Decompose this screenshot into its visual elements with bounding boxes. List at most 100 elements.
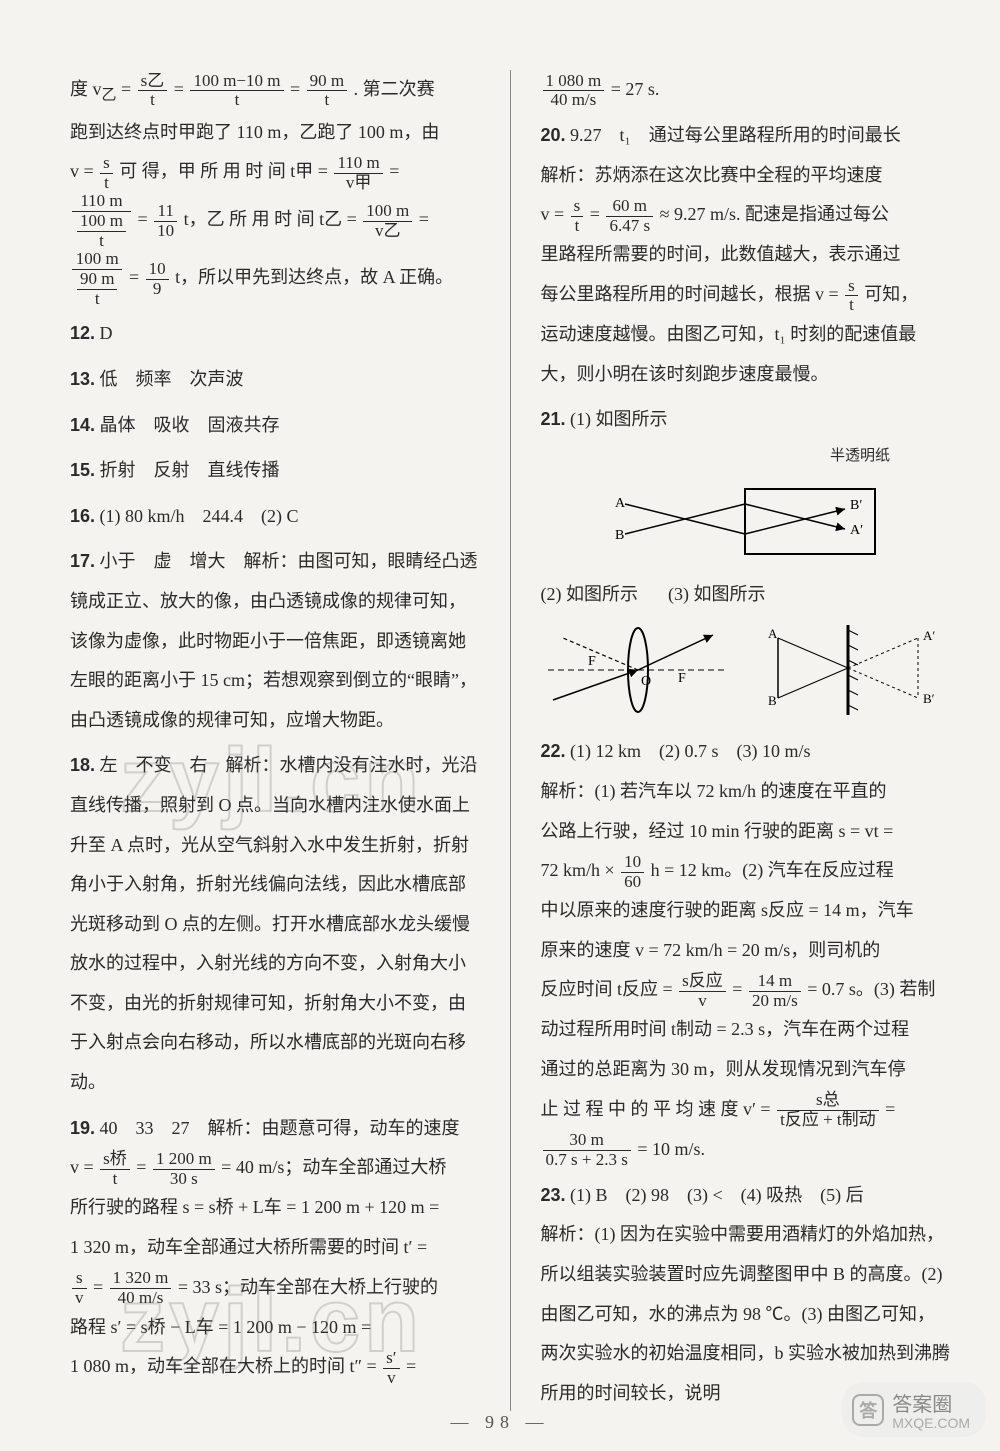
- answer: 折射 反射 直线传播: [100, 460, 280, 480]
- text: =: [174, 79, 184, 99]
- answer: D: [100, 323, 113, 343]
- num: 16.: [70, 506, 95, 526]
- text: t，所以甲先到达终点，故 A 正确。: [175, 267, 453, 287]
- figure-21-3: A B A′ B′: [748, 620, 948, 720]
- svg-text:A: A: [615, 496, 626, 511]
- badge-brand: 答案圈: [892, 1388, 970, 1417]
- text: =: [93, 1277, 103, 1297]
- q15: 15. 折射 反射 直线传播: [70, 451, 480, 491]
- num: 20.: [541, 125, 566, 145]
- text: v =: [70, 161, 94, 181]
- text: 解析：(1) 因为在实验中需要用酒精灯的外焰加热，所以组装实验装置时应先调整图甲…: [541, 1224, 951, 1402]
- text: 解析：(1) 若汽车以 72 km/h 的速度在平直的: [541, 781, 887, 801]
- text: =: [136, 1157, 146, 1177]
- text: (1) 如图所示: [570, 409, 668, 429]
- q22: 22. (1) 12 km (2) 0.7 s (3) 10 m/s 解析：(1…: [541, 732, 951, 1169]
- text: ≈ 9.27 m/s. 配速是指通过每公: [660, 204, 889, 224]
- text: 里路程所需要的时间，此数值越大，表示通过: [541, 244, 901, 264]
- text: = 0.7 s。(3) 若制: [807, 979, 935, 999]
- text: (3) 如图所示: [668, 575, 766, 615]
- text: (2) 如图所示: [541, 575, 639, 615]
- text: v =: [541, 204, 565, 224]
- text: 1 080 m，动车全部在大桥上的时间 t″ =: [70, 1356, 377, 1376]
- answer: 低 频率 次声波: [100, 369, 244, 389]
- svg-text:A′: A′: [850, 523, 863, 538]
- num: 19.: [70, 1118, 95, 1138]
- page-number: 98: [485, 1412, 515, 1432]
- figure-21-2: F F O: [543, 620, 733, 720]
- q12: 12. D: [70, 314, 480, 354]
- text: h = 12 km。(2) 汽车在反应过程: [651, 860, 894, 880]
- text: 中以原来的速度行驶的距离 s反应 = 14 m，汽车: [541, 900, 914, 920]
- q21: 21. (1) 如图所示 半透明纸 A B A′ B′ (2) 如图所示 (3)…: [541, 400, 951, 726]
- svg-text:O: O: [641, 674, 651, 689]
- text: = 33 s；动车全部在大桥上行驶的: [178, 1277, 438, 1297]
- q23: 23. (1) B (2) 98 (3) < (4) 吸热 (5) 后 解析：(…: [541, 1176, 951, 1414]
- q16: 16. (1) 80 km/h 244.4 (2) C: [70, 497, 480, 537]
- text: = 10 m/s.: [637, 1139, 705, 1159]
- text: 动过程所用时间 t制动 = 2.3 s，汽车在两个过程: [541, 1019, 910, 1039]
- text: =: [590, 204, 600, 224]
- text: (1) 12 km (2) 0.7 s (3) 10 m/s: [570, 741, 810, 761]
- text: 度 v: [70, 79, 102, 99]
- num: 17.: [70, 551, 95, 571]
- text: 9.27 t₁ 通过每公里路程所用的时间最长: [570, 125, 901, 145]
- text: 可知，: [864, 284, 918, 304]
- text: 1 320 m，动车全部通过大桥所需要的时间 t′ =: [70, 1237, 427, 1257]
- num: 18.: [70, 755, 95, 775]
- text: v =: [70, 1157, 94, 1177]
- text: 运动速度越慢。由图乙可知，t₁ 时刻的配速值最大，则小明在该时刻跑步速度最慢。: [541, 324, 917, 384]
- text: 72 km/h ×: [541, 860, 615, 880]
- figure-21-1: A B A′ B′: [595, 479, 895, 569]
- text: =: [406, 1356, 416, 1376]
- text: 止 过 程 中 的 平 均 速 度 v′ =: [541, 1099, 771, 1119]
- text: 每公里路程所用的时间越长，根据 v =: [541, 284, 839, 304]
- text: =: [121, 79, 131, 99]
- text: 路程 s′ = s桥 − L车 = 1 200 m − 120 m =: [70, 1317, 371, 1337]
- text: t，乙 所 用 时 间 t乙 =: [184, 209, 357, 229]
- svg-text:F: F: [678, 671, 686, 686]
- svg-text:B: B: [615, 528, 624, 543]
- right-column: 1 080 m40 m/s = 27 s. 20. 9.27 t₁ 通过每公里路…: [541, 70, 951, 1411]
- svg-text:B: B: [768, 693, 777, 708]
- text: 反应时间 t反应 =: [541, 979, 673, 999]
- svg-text:B′: B′: [923, 691, 935, 706]
- text: 跑到达终点时甲跑了 110 m，乙跑了 100 m，由: [70, 122, 439, 142]
- text: = 40 m/s；动车全部通过大桥: [221, 1157, 446, 1177]
- num: 14.: [70, 415, 95, 435]
- svg-text:F: F: [588, 654, 596, 669]
- column-divider: [510, 70, 511, 1411]
- q14: 14. 晶体 吸收 固液共存: [70, 406, 480, 446]
- num: 13.: [70, 369, 95, 389]
- badge-logo-icon: 答: [852, 1394, 884, 1426]
- text: = 27 s.: [611, 79, 660, 99]
- text: 通过的总距离为 30 m，则从发现情况到汽车停: [541, 1059, 906, 1079]
- text: =: [885, 1099, 895, 1119]
- num: 15.: [70, 460, 95, 480]
- answer: 小于 虚 增大 解析：由图可知，眼睛经凸透镜成正立、放大的像，由凸透镜成像的规律…: [70, 551, 478, 729]
- text: =: [129, 267, 139, 287]
- q13: 13. 低 频率 次声波: [70, 360, 480, 400]
- q17: 17. 小于 虚 增大 解析：由图可知，眼睛经凸透镜成正立、放大的像，由凸透镜成…: [70, 542, 480, 740]
- num: 23.: [541, 1185, 566, 1205]
- q18: 18. 左 不变 右 解析：水槽内没有注水时，光沿直线传播，照射到 O 点。当向…: [70, 746, 480, 1102]
- left-column: 度 v乙 = s乙t = 100 m−10 mt = 90 mt . 第二次赛 …: [70, 70, 480, 1411]
- text: =: [290, 79, 300, 99]
- num: 22.: [541, 741, 566, 761]
- text: (1) B (2) 98 (3) < (4) 吸热 (5) 后: [570, 1185, 864, 1205]
- q11-continuation: 度 v乙 = s乙t = 100 m−10 mt = 90 mt . 第二次赛 …: [70, 70, 480, 308]
- badge-domain: MXQE.COM: [892, 1415, 970, 1431]
- svg-text:B′: B′: [850, 498, 862, 513]
- fig1-label: 半透明纸: [541, 440, 951, 473]
- brand-badge: 答 答案圈 MXQE.COM: [842, 1382, 986, 1437]
- num: 21.: [541, 409, 566, 429]
- text: . 第二次赛: [354, 79, 435, 99]
- num: 12.: [70, 323, 95, 343]
- text: =: [732, 979, 742, 999]
- text: 原来的速度 v = 72 km/h = 20 m/s，则司机的: [541, 940, 881, 960]
- svg-text:A′: A′: [923, 628, 935, 643]
- text: 所行驶的路程 s = s桥 + L车 = 1 200 m + 120 m =: [70, 1197, 439, 1217]
- text: 可 得，甲 所 用 时 间 t甲 =: [119, 161, 328, 181]
- answer: (1) 80 km/h 244.4 (2) C: [100, 506, 299, 526]
- text: =: [389, 161, 399, 181]
